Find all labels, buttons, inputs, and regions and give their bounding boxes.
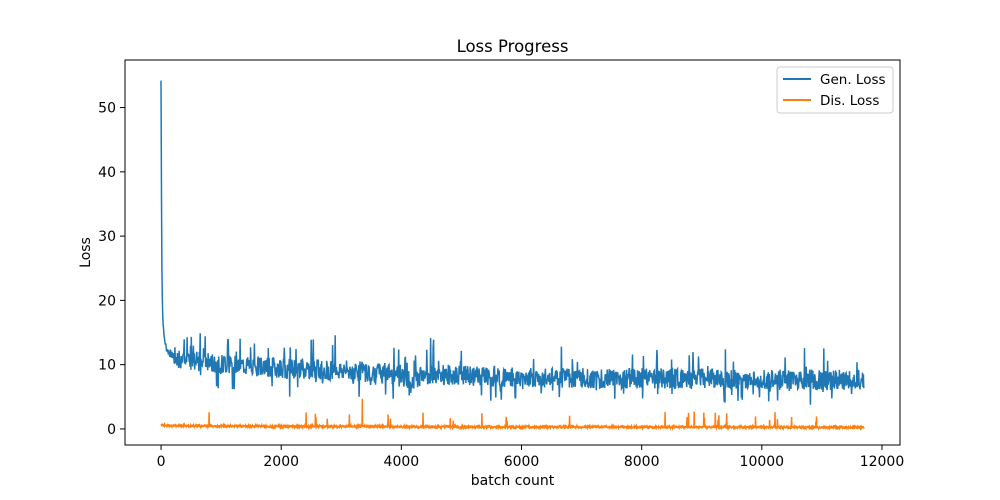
series-line-dis-loss <box>160 398 865 432</box>
y-tick-label: 30 <box>98 229 116 245</box>
y-tick-label: 50 <box>98 101 116 117</box>
legend: Gen. Loss Dis. Loss <box>776 66 894 114</box>
x-axis-label: batch count <box>471 473 555 489</box>
x-tick-label: 12000 <box>860 454 905 470</box>
chart-title: Loss Progress <box>457 37 569 56</box>
x-tick-label: 6000 <box>504 454 540 470</box>
y-tick-label: 20 <box>98 293 116 309</box>
x-tick-label: 2000 <box>263 454 299 470</box>
y-axis-label: Loss <box>78 237 94 268</box>
x-tick-label: 4000 <box>384 454 420 470</box>
legend-label: Dis. Loss <box>820 93 879 109</box>
legend-label: Gen. Loss <box>820 72 886 88</box>
series-line-gen-loss <box>160 80 865 405</box>
x-tick-label: 8000 <box>624 454 660 470</box>
y-tick-label: 40 <box>98 165 116 181</box>
y-tick-label: 10 <box>98 358 116 374</box>
y-tick-label: 0 <box>107 422 116 438</box>
plot-layer <box>160 80 865 432</box>
ticks-layer: 0 2000 4000 6000 8000 10000 12000 0 10 20 30 40 50 <box>98 101 904 470</box>
plot-frame <box>124 59 901 446</box>
x-tick-label: 10000 <box>740 454 785 470</box>
x-tick-label: 0 <box>157 454 166 470</box>
